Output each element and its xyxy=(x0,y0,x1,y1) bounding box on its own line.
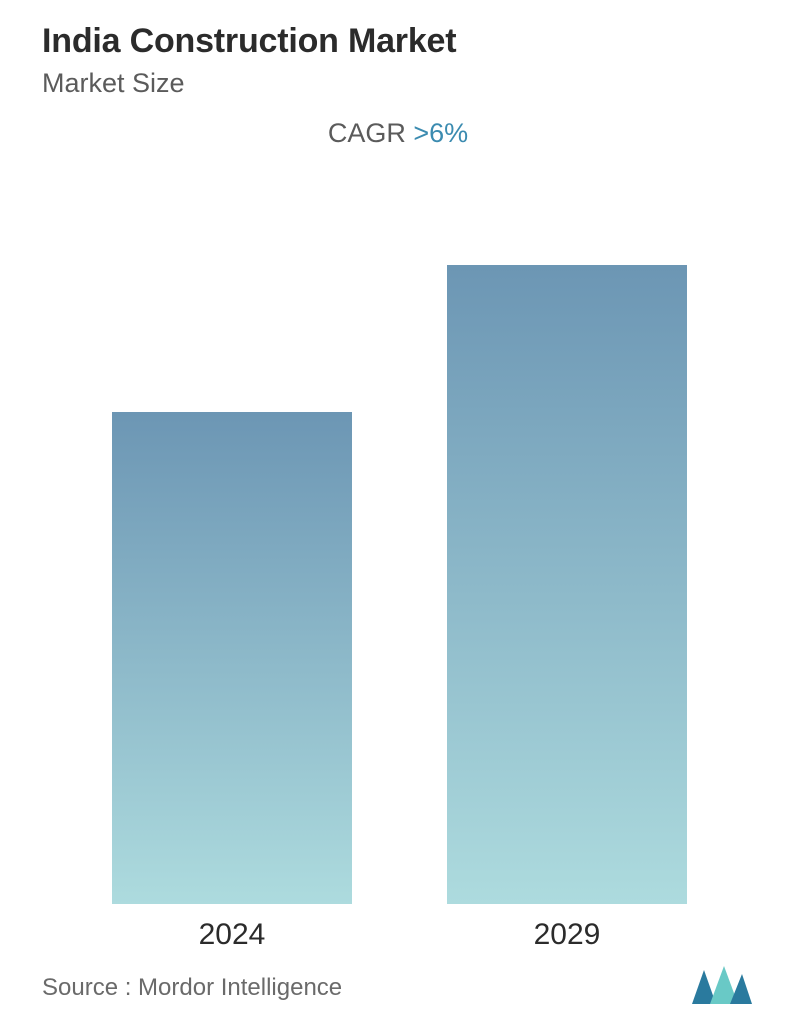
bar-chart xyxy=(42,170,754,904)
logo-shape-3 xyxy=(730,974,752,1004)
bar-fill xyxy=(112,412,352,904)
cagr-value: >6% xyxy=(413,118,468,148)
page-subtitle: Market Size xyxy=(42,68,185,99)
bar-2024 xyxy=(112,412,352,904)
bar-2029 xyxy=(447,265,687,904)
page-title: India Construction Market xyxy=(42,22,456,61)
market-infographic: India Construction Market Market Size CA… xyxy=(0,0,796,1034)
cagr-label: CAGR xyxy=(328,118,414,148)
x-axis-label-2029: 2029 xyxy=(447,918,687,952)
x-axis-label-2024: 2024 xyxy=(112,918,352,952)
source-attribution: Source : Mordor Intelligence xyxy=(42,974,342,1002)
mordor-logo-icon xyxy=(690,964,754,1006)
cagr-line: CAGR >6% xyxy=(0,118,796,149)
bar-fill xyxy=(447,265,687,904)
